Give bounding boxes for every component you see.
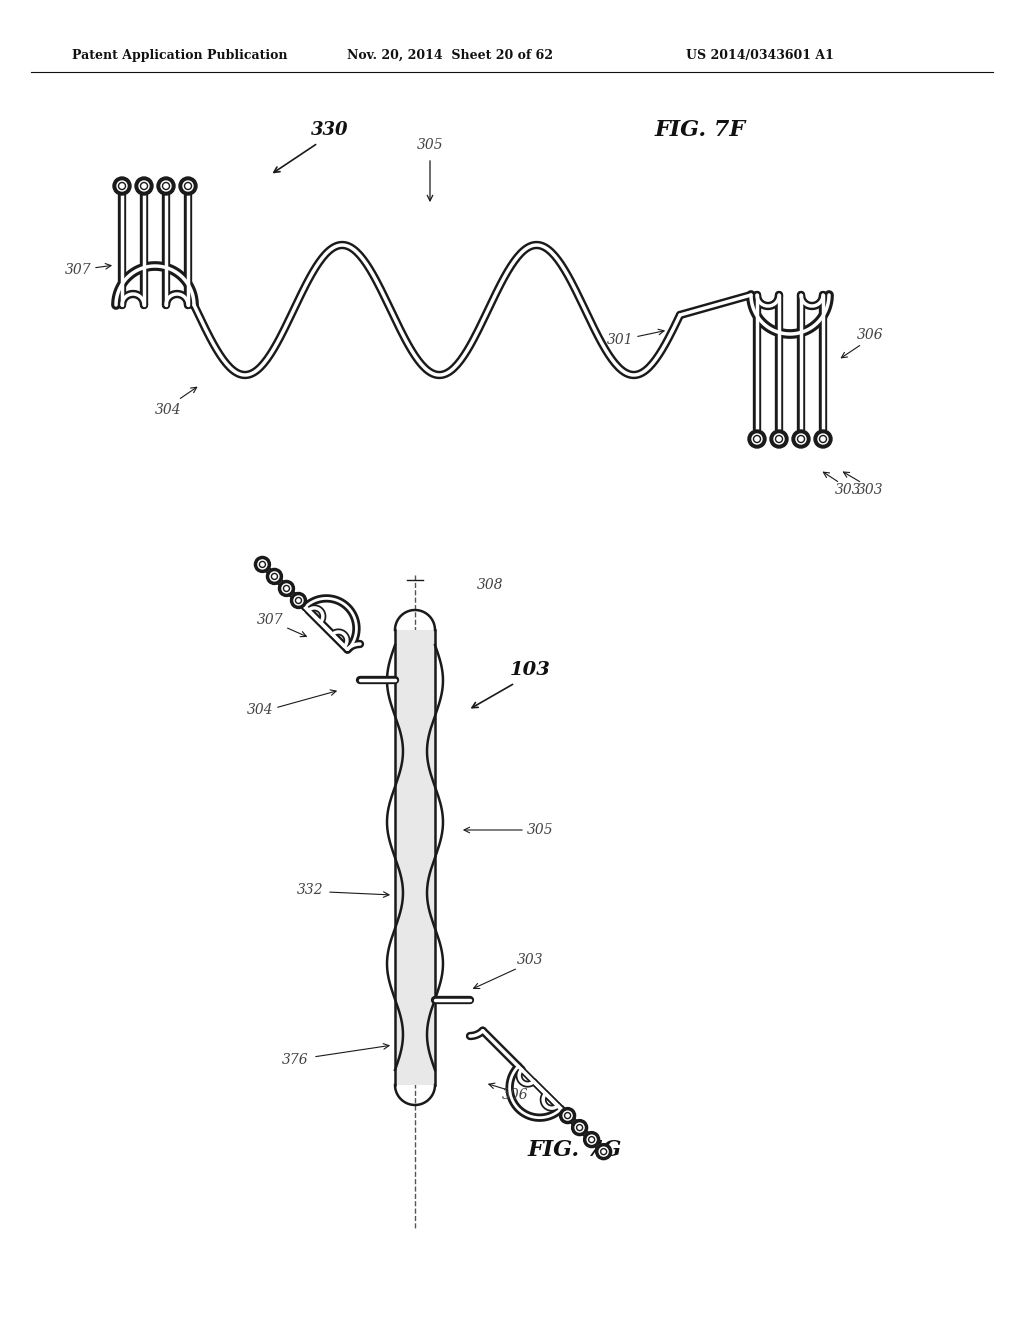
Circle shape [258, 560, 267, 569]
Text: 307: 307 [257, 612, 284, 627]
Circle shape [113, 177, 131, 195]
Circle shape [135, 177, 153, 195]
Polygon shape [395, 630, 435, 1085]
Text: 376: 376 [282, 1053, 308, 1067]
Circle shape [748, 430, 766, 447]
Circle shape [818, 434, 828, 444]
Text: 330: 330 [311, 121, 349, 139]
Text: FIG. 7F: FIG. 7F [654, 119, 745, 141]
Text: 305: 305 [417, 139, 443, 152]
Circle shape [282, 583, 291, 593]
Circle shape [183, 181, 193, 191]
Text: 306: 306 [857, 327, 884, 342]
Text: 103: 103 [510, 661, 551, 678]
Circle shape [266, 569, 283, 585]
Text: 301: 301 [606, 333, 633, 347]
Circle shape [139, 181, 150, 191]
Circle shape [559, 1107, 575, 1123]
Circle shape [774, 434, 784, 444]
Circle shape [752, 434, 762, 444]
Circle shape [270, 572, 279, 581]
Text: Patent Application Publication: Patent Application Publication [73, 49, 288, 62]
Text: US 2014/0343601 A1: US 2014/0343601 A1 [686, 49, 834, 62]
Circle shape [279, 581, 295, 597]
Circle shape [770, 430, 788, 447]
Circle shape [117, 181, 127, 191]
Circle shape [161, 181, 171, 191]
Circle shape [575, 1123, 584, 1133]
Text: 304: 304 [247, 704, 273, 717]
Circle shape [584, 1131, 600, 1147]
Text: 332: 332 [297, 883, 324, 898]
Circle shape [179, 177, 197, 195]
Text: 305: 305 [526, 822, 553, 837]
Text: 308: 308 [477, 578, 504, 591]
Circle shape [254, 557, 270, 573]
Circle shape [294, 597, 303, 605]
Circle shape [792, 430, 810, 447]
Circle shape [587, 1135, 596, 1144]
Circle shape [571, 1119, 588, 1135]
Circle shape [563, 1111, 572, 1121]
Circle shape [814, 430, 831, 447]
Circle shape [157, 177, 175, 195]
Circle shape [291, 593, 306, 609]
Text: 304: 304 [155, 403, 181, 417]
Circle shape [599, 1147, 608, 1156]
Text: FIG. 7G: FIG. 7G [527, 1139, 623, 1162]
Text: 303: 303 [517, 953, 544, 968]
Text: 306: 306 [502, 1088, 528, 1102]
Circle shape [796, 434, 806, 444]
Circle shape [596, 1143, 611, 1160]
Text: 307: 307 [65, 263, 91, 277]
Text: 303: 303 [857, 483, 884, 498]
Text: 303: 303 [835, 483, 861, 498]
Text: Nov. 20, 2014  Sheet 20 of 62: Nov. 20, 2014 Sheet 20 of 62 [347, 49, 553, 62]
